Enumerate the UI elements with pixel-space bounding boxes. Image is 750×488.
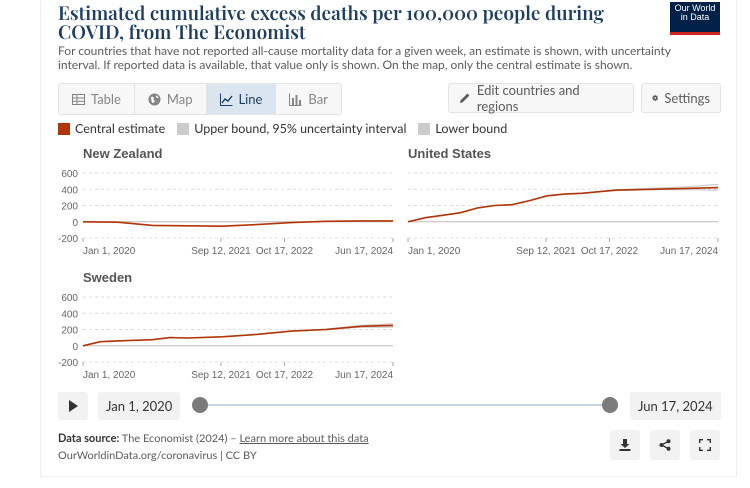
legend-swatch [177, 122, 190, 135]
owid-logo[interactable]: Our World in Data [670, 2, 720, 35]
tab-table[interactable]: Table [59, 84, 135, 114]
chart-subtitle: For countries that have not reported all… [58, 43, 671, 72]
chart-title: Estimated cumulative excess deaths per 1… [58, 0, 604, 44]
legend-item-central[interactable]: Central estimate [58, 121, 165, 136]
timeline-end-handle[interactable] [602, 397, 618, 413]
edit-countries-label: Edit countries and regions [476, 82, 580, 114]
y-tick-label: 200 [61, 202, 78, 213]
bar-chart-icon [289, 93, 302, 106]
table-icon [72, 93, 85, 105]
chart-legend: Central estimate Upper bound, 95% uncert… [58, 121, 507, 136]
central-estimate-line [82, 324, 394, 347]
view-tabs: Table Map Line Bar [58, 83, 342, 115]
logo-line1: Our World [674, 3, 716, 13]
tab-label: Bar [308, 91, 328, 107]
legend-item-lower[interactable]: Lower bound [418, 121, 507, 136]
legend-item-upper[interactable]: Upper bound, 95% uncertainty interval [177, 121, 406, 136]
y-tick-label: -200 [58, 358, 78, 369]
share-icon [659, 439, 671, 451]
y-tick-label: 400 [61, 185, 78, 196]
play-icon [69, 400, 78, 412]
settings-button[interactable]: Settings [641, 83, 721, 113]
y-tick-label: 0 [72, 218, 78, 229]
timeline-track[interactable] [200, 404, 610, 406]
download-icon [619, 439, 631, 451]
tab-label: Table [91, 91, 121, 107]
timeline-start-handle[interactable] [192, 397, 208, 413]
panel-title: Sweden [83, 270, 132, 285]
globe-icon [148, 93, 161, 105]
y-tick-label: -200 [58, 234, 78, 245]
central-estimate-line [82, 220, 393, 228]
x-tick-label: Oct 17, 2022 [256, 246, 314, 257]
panel-title: New Zealand [83, 146, 163, 161]
x-tick-label: Jun 17, 2024 [335, 370, 393, 381]
tab-line[interactable]: Line [206, 84, 277, 114]
settings-label: Settings [664, 90, 710, 106]
panel-title: United States [408, 146, 491, 161]
legend-label: Central estimate [75, 121, 166, 136]
logo-line2: in Data [680, 12, 710, 22]
edit-countries-button[interactable]: Edit countries and regions [448, 82, 634, 114]
x-tick-label: Jun 17, 2024 [335, 246, 393, 257]
timeline-start-date[interactable]: Jan 1, 2020 [98, 392, 181, 420]
source-url: OurWorldinData.org/coronavirus | CC BY [58, 449, 257, 462]
x-tick-label: Sep 12, 2021 [516, 246, 576, 257]
x-tick-label: Oct 17, 2022 [581, 246, 639, 257]
fullscreen-icon [699, 439, 711, 451]
x-tick-label: Jan 1, 2020 [83, 246, 136, 257]
x-tick-label: Oct 17, 2022 [256, 370, 314, 381]
data-source: Data source: The Economist (2024) – Lear… [58, 432, 369, 445]
timeline-end-date[interactable]: Jun 17, 2024 [630, 392, 721, 420]
x-tick-label: Jan 1, 2020 [83, 370, 136, 381]
gear-icon [652, 94, 659, 102]
y-tick-label: 0 [72, 342, 78, 353]
chart-frame [40, 0, 737, 477]
tab-label: Line [238, 91, 263, 107]
legend-swatch [58, 122, 70, 135]
source-text: The Economist (2024) – [121, 432, 240, 445]
learn-more-link[interactable]: Learn more about this data [239, 432, 369, 445]
legend-label: Upper bound, 95% uncertainty interval [194, 121, 407, 136]
tab-label: Map [166, 91, 193, 107]
play-button[interactable] [58, 392, 88, 420]
y-tick-label: 600 [61, 293, 78, 304]
source-label: Data source: [58, 432, 120, 445]
download-button[interactable] [610, 430, 640, 460]
share-button[interactable] [650, 430, 680, 460]
central-estimate-line [407, 186, 719, 223]
x-tick-label: Sep 12, 2021 [191, 246, 251, 257]
x-tick-label: Jan 1, 2020 [408, 246, 461, 257]
pencil-icon [459, 93, 470, 103]
line-chart-icon [219, 93, 233, 106]
x-tick-label: Sep 12, 2021 [191, 370, 251, 381]
y-tick-label: 600 [61, 169, 78, 180]
tab-bar[interactable]: Bar [276, 84, 341, 114]
y-tick-label: 200 [61, 326, 78, 337]
tab-map[interactable]: Map [135, 84, 207, 114]
legend-label: Lower bound [435, 121, 508, 136]
fullscreen-button[interactable] [690, 430, 720, 460]
x-tick-label: Jun 17, 2024 [660, 246, 718, 257]
y-tick-label: 400 [61, 309, 78, 320]
legend-swatch [418, 122, 431, 135]
